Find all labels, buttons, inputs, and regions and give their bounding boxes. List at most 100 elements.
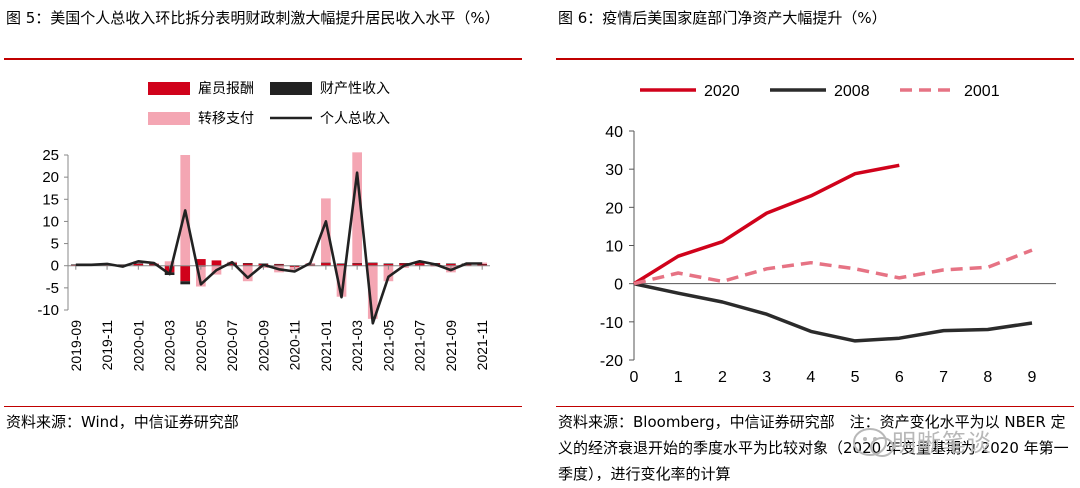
figure6-source: 资料来源：Bloomberg，中信证券研究部 注：资产变化水平为以 NBER 定…	[558, 413, 1069, 483]
series-line-2020	[633, 163, 900, 286]
figure6-top-rule	[556, 58, 1074, 60]
bar-0-5	[149, 264, 159, 266]
bar-2-19	[367, 265, 378, 319]
bar-0-19	[367, 263, 378, 266]
x-tick-label: 2020-01	[130, 320, 146, 372]
figure5-source: 资料来源：Wind，中信证券研究部	[6, 413, 239, 431]
bar-1-7	[180, 281, 191, 285]
x-tick-label: 2021-11	[474, 320, 490, 371]
bar-0-20	[383, 263, 394, 266]
x-tick-label: 2019-11	[99, 320, 115, 371]
x-tick-label: 8	[983, 369, 992, 386]
legend-label-3: 个人总收入	[320, 110, 390, 126]
bar-2-11	[242, 265, 253, 282]
figure5-title: 图 5：美国个人总收入环比拆分表明财政刺激大幅提升居民收入水平（%）	[6, 9, 500, 27]
y-tick-label: 40	[605, 124, 623, 141]
y-tick-label: 20	[605, 200, 623, 217]
figure5-bottom-rule	[4, 406, 522, 407]
wechat-logo-icon	[853, 428, 894, 457]
bar-0-8	[196, 259, 206, 266]
x-tick-label: 9	[1028, 369, 1037, 386]
series-line-2008	[633, 281, 1033, 343]
bar-2-8	[196, 266, 206, 287]
x-tick-label: 7	[939, 369, 948, 386]
bar-1-3	[117, 264, 128, 265]
left-figure-panel: 图 5：美国个人总收入环比拆分表明财政刺激大幅提升居民收入水平（%） 雇员报酬 财…	[0, 0, 528, 488]
y-tick-label: -10	[600, 315, 623, 332]
legend-label-2: 转移支付	[198, 110, 254, 126]
x-tick-label: 2020-05	[193, 320, 209, 372]
y-tick-label: 0	[51, 258, 59, 275]
bar-0-7	[180, 265, 191, 282]
bar-1-19	[367, 262, 378, 264]
y-tick-label: 10	[42, 213, 59, 230]
figure5-top-rule	[4, 58, 522, 60]
bar-0-18	[352, 263, 362, 266]
y-tick-label: -5	[46, 280, 59, 297]
x-tick-label: 2020-11	[287, 320, 303, 371]
y-tick-label: 25	[42, 147, 59, 164]
legend-label-2020: 2020	[704, 83, 740, 100]
bar-0-16	[321, 263, 331, 266]
line-total-income	[75, 171, 483, 325]
x-tick-label: 2020-07	[224, 320, 240, 372]
bar-1-4	[133, 263, 144, 264]
y-tick-label: 20	[42, 169, 59, 186]
bar-0-26	[477, 264, 488, 266]
bar-1-22	[414, 262, 425, 264]
legend-label-2008: 2008	[834, 83, 870, 100]
watermark-text: 明晰笔谈	[892, 429, 992, 457]
figure6-chart: 2020 2008 2001 -20 -10 0 10 20 30 40 0 1 2 3 4 5 6 7 8 9	[600, 83, 1056, 386]
bar-2-16	[321, 198, 331, 263]
x-tick-label: 3	[762, 369, 771, 386]
y-tick-label: -20	[600, 353, 623, 370]
bar-2-17	[336, 265, 347, 297]
x-tick-label: 2020-03	[162, 320, 178, 372]
bar-1-13	[274, 263, 284, 265]
x-tick-label: 2021-03	[349, 320, 365, 372]
legend-swatch-2	[148, 112, 190, 125]
bar-0-10	[227, 263, 237, 266]
x-tick-label: 2019-09	[68, 320, 84, 372]
x-tick-label: 2021-09	[443, 320, 459, 372]
figure6-title: 图 6：疫情后美国家庭部门净资产大幅提升（%）	[558, 9, 887, 27]
x-tick-label: 2021-01	[318, 320, 334, 372]
y-tick-label: -10	[37, 302, 59, 319]
x-tick-label: 2020-09	[255, 320, 271, 372]
legend-label-1: 财产性收入	[320, 80, 390, 96]
x-tick-label: 4	[806, 369, 815, 386]
x-tick-label: 0	[630, 369, 639, 386]
x-tick-label: 1	[674, 369, 683, 386]
x-tick-label: 2021-05	[380, 320, 396, 372]
legend-label-0: 雇员报酬	[198, 80, 254, 96]
bar-0-13	[274, 264, 284, 266]
bar-2-6	[164, 261, 175, 266]
y-tick-label: 30	[605, 162, 623, 179]
bar-1-20	[383, 263, 394, 264]
bar-0-11	[242, 263, 253, 266]
bar-0-4	[133, 263, 144, 266]
x-tick-label: 2021-07	[412, 320, 428, 372]
y-tick-label: 15	[42, 191, 59, 208]
y-tick-label: 0	[614, 277, 623, 294]
y-tick-label: 5	[51, 236, 59, 253]
figure6-bottom-rule	[556, 406, 1074, 407]
series-line-2001	[633, 248, 1033, 286]
bar-1-11	[242, 263, 253, 264]
legend-label-2001: 2001	[964, 83, 1000, 100]
bar-0-17	[336, 263, 347, 266]
legend-swatch-1	[270, 82, 312, 95]
bar-2-18	[352, 152, 362, 264]
bar-1-18	[352, 263, 362, 264]
right-figure-panel: 图 6：疫情后美国家庭部门净资产大幅提升（%） 2020 2008 2001 -20-…	[552, 0, 1080, 488]
x-tick-label: 6	[895, 369, 904, 386]
y-tick-label: 10	[605, 239, 623, 256]
bar-0-9	[211, 260, 222, 266]
bar-1-24	[446, 263, 456, 264]
legend-swatch-0	[148, 82, 190, 95]
bar-1-17	[336, 263, 347, 264]
bar-1-15	[305, 264, 316, 265]
x-tick-label: 2	[718, 369, 727, 386]
bar-0-24	[446, 263, 456, 266]
